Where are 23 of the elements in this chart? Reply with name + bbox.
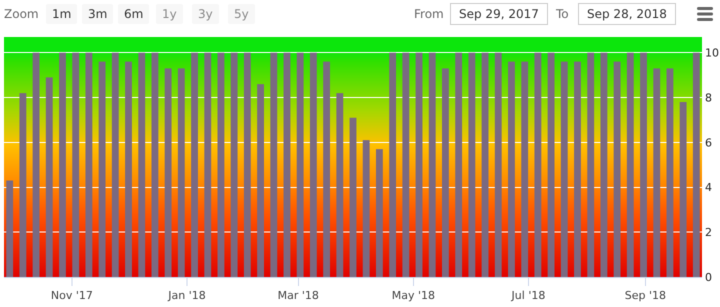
y-tick-label: 4 xyxy=(705,181,712,194)
x-tick-label: Sep '18 xyxy=(624,289,666,302)
text: Sep 28, 2018 xyxy=(578,3,676,25)
y-tick-label: 6 xyxy=(705,136,712,150)
x-tick-label: Jul '18 xyxy=(510,289,546,302)
x-tick-label: Jan '18 xyxy=(167,289,206,302)
text: 1m xyxy=(46,4,78,24)
x-tick-label: May '18 xyxy=(392,289,436,302)
x-tick-label: Mar '18 xyxy=(278,289,319,302)
text: 6m xyxy=(118,4,150,24)
text: Zoom xyxy=(4,6,39,23)
text: Sep 29, 2017 xyxy=(450,3,548,25)
y-tick-label: 10 xyxy=(705,46,719,60)
y-tick-label: 2 xyxy=(705,226,712,239)
y-tick-label: 8 xyxy=(705,91,712,104)
text: 3m xyxy=(82,4,114,24)
x-tick-label: Nov '17 xyxy=(50,289,93,302)
y-tick-label: 0 xyxy=(705,270,712,284)
text: To xyxy=(556,6,569,23)
text: From xyxy=(414,6,444,23)
text: 5y xyxy=(228,4,255,24)
text: 1y xyxy=(156,4,183,24)
text: 3y xyxy=(192,4,219,24)
